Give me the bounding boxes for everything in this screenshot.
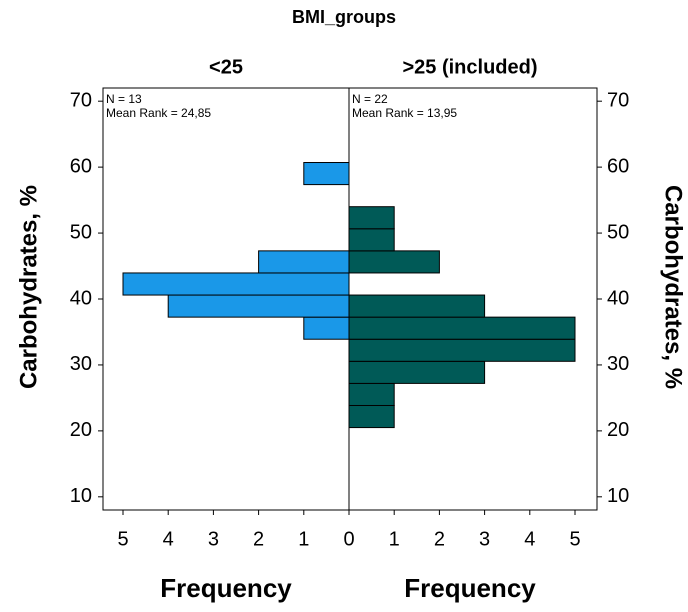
bar [122, 272, 350, 296]
bar [348, 404, 395, 429]
y-tick-label: 50 [607, 221, 629, 243]
bar [167, 294, 350, 318]
y-tick-label: 70 [70, 89, 92, 111]
bar [348, 250, 440, 274]
x-tick-label: 5 [117, 528, 128, 550]
y-axis-label: Carbohydrates, % [660, 185, 687, 389]
bar [303, 316, 350, 340]
y-tick-label: 40 [70, 287, 92, 309]
x-tick-label: 4 [163, 528, 174, 550]
bar [348, 206, 395, 230]
x-tick-label: 1 [389, 528, 400, 550]
y-tick-label: 40 [607, 287, 629, 309]
y-tick-label: 10 [70, 485, 92, 507]
x-tick-label: 2 [434, 528, 445, 550]
y-tick-label: 70 [607, 89, 629, 111]
annotation: Mean Rank = 24,85 [106, 106, 211, 120]
y-tick-label: 60 [607, 155, 629, 177]
x-tick-label: 4 [524, 528, 535, 550]
bar [348, 338, 576, 362]
x-tick-label: 2 [253, 528, 264, 550]
bar [303, 162, 350, 186]
annotation: N = 22 [352, 92, 388, 106]
bar [348, 228, 395, 252]
bar [348, 360, 486, 384]
bar [348, 316, 576, 340]
chart-title: BMI_groups [292, 7, 396, 27]
annotation: N = 13 [106, 92, 142, 106]
x-tick-label: 1 [298, 528, 309, 550]
x-tick-label: 3 [479, 528, 490, 550]
y-tick-label: 10 [607, 485, 629, 507]
x-axis-label: Frequency [404, 573, 536, 603]
x-tick-label: 0 [343, 528, 354, 550]
y-tick-label: 60 [70, 155, 92, 177]
annotation: Mean Rank = 13,95 [352, 106, 457, 120]
y-tick-label: 30 [70, 353, 92, 375]
bar [348, 294, 486, 318]
y-tick-label: 20 [70, 419, 92, 441]
bar [348, 382, 395, 406]
y-axis-label: Carbohydrates, % [15, 185, 42, 389]
panel-label: <25 [209, 56, 243, 78]
x-tick-label: 3 [208, 528, 219, 550]
y-tick-label: 50 [70, 221, 92, 243]
x-tick-label: 5 [569, 528, 580, 550]
bar [258, 250, 350, 274]
panel-label: >25 (included) [402, 56, 537, 78]
x-axis-label: Frequency [160, 573, 292, 603]
y-tick-label: 20 [607, 419, 629, 441]
y-tick-label: 30 [607, 353, 629, 375]
